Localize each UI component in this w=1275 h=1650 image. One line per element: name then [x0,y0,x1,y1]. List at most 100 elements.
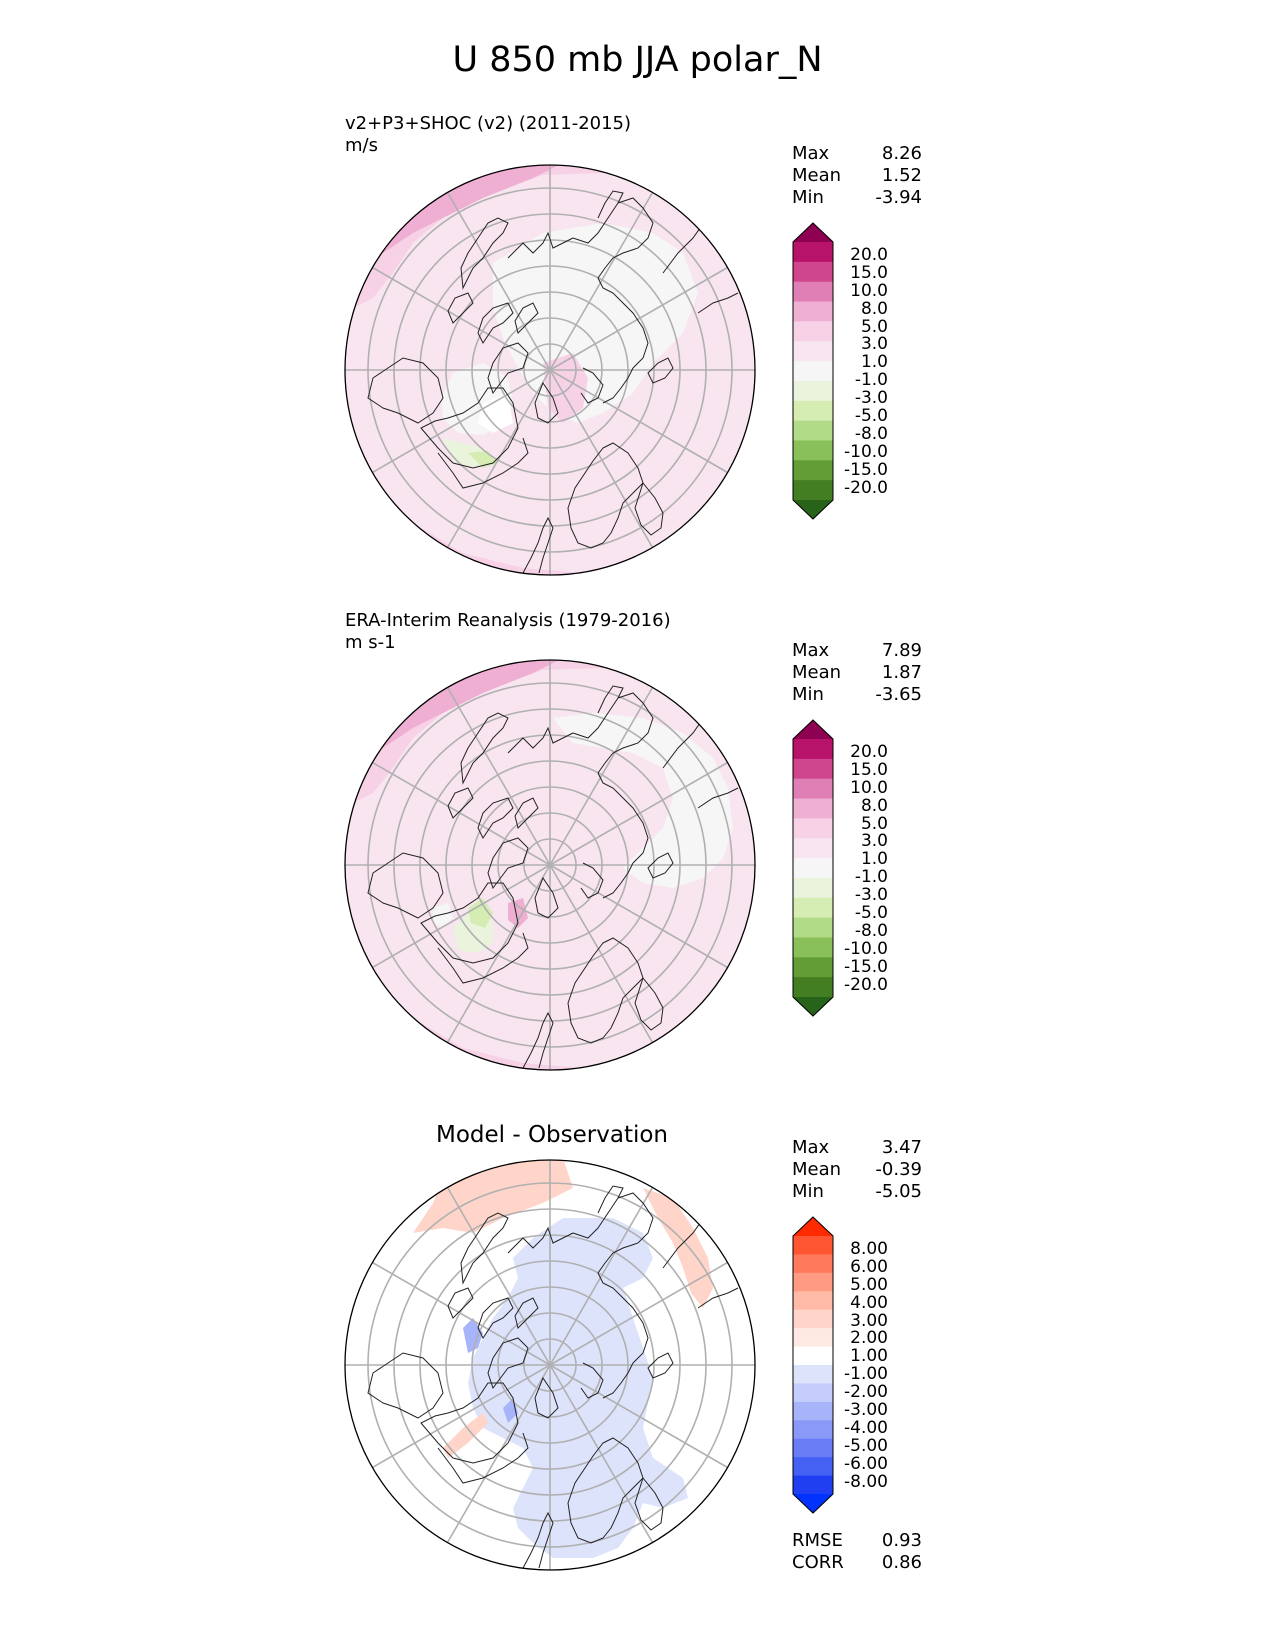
colorbar-tick-label: 8.0 [860,298,888,319]
meridian-line [549,687,654,866]
data-field [345,1160,755,1570]
colorbar-segment [793,1438,833,1458]
meridian-line [446,1187,551,1366]
colorbar-tick-label: -3.0 [854,885,888,906]
colorbar-extend-bottom [793,500,833,519]
coastline [477,302,514,344]
meridian-line [446,369,551,548]
coastline [487,342,529,395]
colorbar-segment [793,480,833,501]
error-stats: RMSE 0.93 CORR 0.86 [792,1530,922,1574]
meridian-line [372,266,551,371]
colorbar-segment [793,858,833,879]
meridian-line [446,1364,551,1543]
graticule [345,1160,755,1570]
stats-box: Max 8.26 Mean 1.52 Min -3.94 [792,143,922,209]
stat-mean: 1.52 [881,165,922,186]
coastline [602,862,634,899]
coastline [647,1352,674,1379]
colorbar-tick-label: 3.0 [860,334,888,355]
coastline [460,712,509,785]
colorbar-tick-label: -1.00 [844,1364,888,1385]
map-boundary [344,1159,756,1571]
coastline [697,292,739,314]
meridian-line [549,369,654,548]
colorbar-segment [793,758,833,780]
meridian-line [549,192,654,371]
colorbar-tick-label: -3.0 [854,388,888,409]
colorbar-segment [793,460,833,481]
coastline [634,1476,664,1531]
colorbar-segment [793,1236,833,1256]
colorbar-tick-label: 1.0 [860,849,888,870]
polar-map-obs [344,659,756,1071]
wind-contour [433,903,453,928]
coastline [437,1432,529,1484]
coastline [507,1226,574,1254]
stat-min: -5.05 [875,1181,922,1202]
colorbar-tick-label: -5.00 [844,1435,888,1456]
colorbar-labels: 8.00 6.00 5.00 4.00 3.00 2.00 1.00 -1.00 -2.00 -3… [838,1240,888,1490]
coastline [420,1382,519,1464]
coastline [477,1297,514,1339]
coastline [580,1362,604,1399]
colorbar-tick-label: 1.00 [850,1346,888,1367]
colorbar-segment [793,242,833,263]
wind-contour [508,898,528,928]
coastline [567,1437,644,1544]
meridian-line [372,761,551,866]
colorbar-extend-bottom [793,997,833,1016]
colorbar-tick-label: -5.0 [854,406,888,427]
meridian-line [549,369,728,474]
model-panel: v2+P3+SHOC (v2) (2011-2015) m/s Max 8.26 … [0,105,1275,595]
colorbar-tick-label: 8.0 [860,795,888,816]
meridian-line [549,1261,728,1366]
coastline [597,197,654,369]
colorbar-tick-label: -6.00 [844,1453,888,1474]
figure-title: U 850 mb JJA polar_N [452,40,823,80]
colorbar-segment [793,380,833,402]
coastline [697,787,739,809]
meridian-line [549,761,728,866]
colorbar-segment [793,1401,833,1421]
meridian-line [549,864,654,1043]
coastline [647,357,674,384]
colorbar-tick-label: -4.00 [844,1417,888,1438]
colorbar-segment [793,301,833,322]
colorbar-tick-label: 15.0 [850,262,888,283]
panel-title: Model - Observation [435,1122,669,1148]
colorbar-tick-label: 5.0 [860,316,888,337]
meridian-line [549,1364,654,1543]
coastline [507,231,574,259]
stat-label: Max [792,640,830,661]
meridian-line [446,864,551,1043]
colorbar-tick-label: 1.0 [860,352,888,373]
colorbar-tick-label: 10.0 [850,280,888,301]
panel-title: ERA-Interim Reanalysis (1979-2016) [345,610,671,631]
coastline [534,381,559,424]
colorbar-segment [793,917,833,939]
stat-mean: 1.87 [881,662,922,683]
coastline [580,862,604,899]
coastlines [367,1185,739,1569]
colorbar-tick-label: -8.0 [854,920,888,941]
colorbar-tick-label: 5.00 [850,1274,888,1295]
panel-units: m/s [345,135,378,156]
coastlines [367,190,739,574]
colorbar-segment [793,1383,833,1403]
coastline [487,1337,529,1390]
stat-max: 7.89 [881,640,922,661]
colorbar-outline [792,222,834,520]
positive-anomaly [443,1413,488,1458]
coastline [634,481,664,536]
coastline [460,217,509,290]
coastline [567,937,644,1044]
colorbar-tick-label: -10.0 [844,938,888,959]
colorbar-segment [793,1457,833,1477]
meridian-line [372,1364,551,1469]
coastline [420,387,519,469]
meridian-line [446,192,551,371]
coastline [522,516,554,574]
coastline [522,1011,554,1069]
colorbar-tick-label: 20.0 [850,742,888,762]
